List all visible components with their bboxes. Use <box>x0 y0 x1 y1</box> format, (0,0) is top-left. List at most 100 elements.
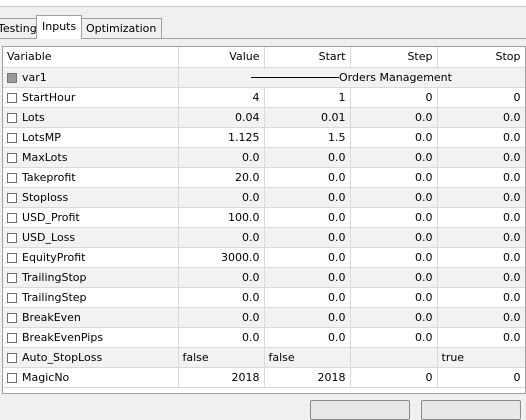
table-row[interactable]: Auto_StopLoss false false true <box>3 346 525 368</box>
value-cell[interactable]: 0.04 <box>177 106 265 128</box>
row-checkbox[interactable] <box>7 252 17 263</box>
step-cell[interactable]: 0.0 <box>349 106 438 128</box>
stop-cell[interactable]: 0.0 <box>436 306 525 328</box>
step-cell[interactable]: 0.0 <box>349 166 438 188</box>
table-row[interactable]: TrailingStop 0.0 0.0 0.0 0.0 <box>3 266 525 288</box>
variable-name-cell[interactable]: Lots <box>3 106 179 128</box>
stop-cell[interactable]: 0.0 <box>436 126 525 148</box>
start-cell[interactable]: false <box>263 346 351 368</box>
stop-cell[interactable]: 0.0 <box>436 326 525 348</box>
table-row[interactable]: USD_Profit 100.0 0.0 0.0 0.0 <box>3 206 525 228</box>
value-cell[interactable]: 3000.0 <box>177 246 265 268</box>
variable-name-cell[interactable]: LotsMP <box>3 126 179 148</box>
stop-cell[interactable]: 0.0 <box>436 186 525 208</box>
variable-name-cell[interactable]: MaxLots <box>3 146 179 168</box>
stop-cell[interactable]: 0.0 <box>436 146 525 168</box>
variable-name-cell[interactable]: Auto_StopLoss <box>3 346 179 368</box>
step-cell[interactable]: 0.0 <box>349 186 438 208</box>
table-row[interactable]: BreakEven 0.0 0.0 0.0 0.0 <box>3 306 525 328</box>
value-cell[interactable]: 1.125 <box>177 126 265 148</box>
variable-name-cell[interactable]: USD_Profit <box>3 206 179 228</box>
step-cell[interactable]: 0.0 <box>349 246 438 268</box>
value-cell[interactable]: 0.0 <box>177 266 265 288</box>
table-row[interactable]: EquityProfit 3000.0 0.0 0.0 0.0 <box>3 246 525 268</box>
stop-cell[interactable]: true <box>436 346 525 368</box>
stop-cell[interactable]: 0.0 <box>436 286 525 308</box>
value-cell[interactable]: 0.0 <box>177 286 265 308</box>
column-header-stop[interactable]: Stop <box>436 47 525 68</box>
column-header-start[interactable]: Start <box>263 47 351 68</box>
table-row[interactable]: USD_Loss 0.0 0.0 0.0 0.0 <box>3 226 525 248</box>
stop-cell[interactable]: 0.0 <box>436 106 525 128</box>
start-cell[interactable]: 0.01 <box>263 106 351 128</box>
row-checkbox[interactable] <box>7 132 17 143</box>
step-cell[interactable]: 0.0 <box>349 146 438 168</box>
row-checkbox[interactable] <box>7 352 17 363</box>
row-checkbox[interactable] <box>7 92 17 103</box>
stop-cell[interactable]: 0.0 <box>436 266 525 288</box>
step-cell[interactable]: 0 <box>349 86 438 108</box>
variable-name-cell[interactable]: BreakEven <box>3 306 179 328</box>
tab-optimization[interactable]: Optimization <box>80 18 163 38</box>
stop-cell[interactable]: 0.0 <box>436 166 525 188</box>
row-checkbox[interactable] <box>7 172 17 183</box>
start-cell[interactable]: 0.0 <box>263 246 351 268</box>
step-cell[interactable]: 0.0 <box>349 226 438 248</box>
variable-name-cell[interactable]: StartHour <box>3 86 179 108</box>
value-cell[interactable]: 20.0 <box>177 166 265 188</box>
value-cell[interactable]: false <box>177 346 265 368</box>
start-cell[interactable]: 0.0 <box>263 266 351 288</box>
start-cell[interactable]: 1.5 <box>263 126 351 148</box>
step-cell[interactable]: 0.0 <box>349 286 438 308</box>
table-row[interactable]: TrailingStep 0.0 0.0 0.0 0.0 <box>3 286 525 308</box>
start-cell[interactable]: 2018 <box>263 366 351 388</box>
stop-cell[interactable]: 0.0 <box>436 206 525 228</box>
value-cell[interactable]: 0.0 <box>177 306 265 328</box>
variable-name-cell[interactable]: TrailingStep <box>3 286 179 308</box>
variable-name-cell[interactable]: USD_Loss <box>3 226 179 248</box>
value-cell[interactable]: 4 <box>177 86 265 108</box>
row-checkbox[interactable] <box>7 292 17 303</box>
column-header-step[interactable]: Step <box>349 47 438 68</box>
row-checkbox[interactable] <box>7 152 17 163</box>
variable-name-cell[interactable]: MagicNo <box>3 366 179 388</box>
table-row[interactable]: LotsMP 1.125 1.5 0.0 0.0 <box>3 126 525 148</box>
table-row[interactable]: BreakEvenPips 0.0 0.0 0.0 0.0 <box>3 326 525 348</box>
table-row[interactable]: StartHour 4 1 0 0 <box>3 86 525 108</box>
start-cell[interactable]: 0.0 <box>263 226 351 248</box>
row-checkbox[interactable] <box>7 192 17 203</box>
row-checkbox[interactable] <box>7 112 17 123</box>
table-row[interactable]: Takeprofit 20.0 0.0 0.0 0.0 <box>3 166 525 188</box>
row-checkbox[interactable] <box>7 272 17 283</box>
start-cell[interactable]: 0.0 <box>263 326 351 348</box>
row-checkbox[interactable] <box>7 312 17 323</box>
step-cell[interactable]: 0.0 <box>349 206 438 228</box>
stop-cell[interactable]: 0 <box>436 366 525 388</box>
start-cell[interactable]: 0.0 <box>263 166 351 188</box>
tab-inputs[interactable]: Inputs <box>36 15 83 39</box>
value-cell[interactable]: 100.0 <box>177 206 265 228</box>
start-cell[interactable]: 0.0 <box>263 146 351 168</box>
variable-name-cell[interactable]: Stoploss <box>3 186 179 208</box>
row-checkbox[interactable] <box>7 232 17 243</box>
stop-cell[interactable]: 0 <box>436 86 525 108</box>
variable-name-cell[interactable]: TrailingStop <box>3 266 179 288</box>
table-row[interactable]: Stoploss 0.0 0.0 0.0 0.0 <box>3 186 525 208</box>
step-cell[interactable]: 0.0 <box>349 306 438 328</box>
stop-cell[interactable]: 0.0 <box>436 246 525 268</box>
row-checkbox[interactable] <box>7 372 17 383</box>
variable-name-cell[interactable]: Takeprofit <box>3 166 179 188</box>
table-row[interactable]: MagicNo 2018 2018 0 0 <box>3 366 525 388</box>
value-cell[interactable]: 0.0 <box>177 146 265 168</box>
step-cell[interactable]: 0.0 <box>349 126 438 148</box>
value-cell[interactable]: 2018 <box>177 366 265 388</box>
step-cell[interactable]: 0 <box>349 366 438 388</box>
stop-cell[interactable]: 0.0 <box>436 226 525 248</box>
table-row[interactable]: Lots 0.04 0.01 0.0 0.0 <box>3 106 525 128</box>
value-cell[interactable]: 0.0 <box>177 186 265 208</box>
start-cell[interactable]: 0.0 <box>263 286 351 308</box>
step-cell[interactable]: 0.0 <box>349 266 438 288</box>
row-checkbox[interactable] <box>7 212 17 223</box>
start-cell[interactable]: 0.0 <box>263 306 351 328</box>
value-cell[interactable]: 0.0 <box>177 326 265 348</box>
